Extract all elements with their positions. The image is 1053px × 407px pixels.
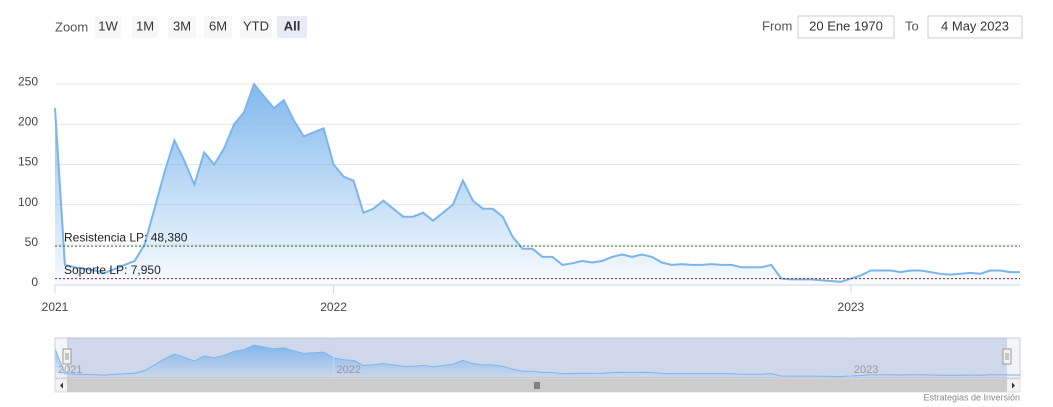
- zoom-button-label[interactable]: 1W: [98, 18, 118, 33]
- zoom-button-label[interactable]: All: [284, 18, 301, 33]
- zoom-button[interactable]: [204, 16, 232, 38]
- to-input[interactable]: [927, 15, 1023, 39]
- navigator-label: 2023: [854, 364, 878, 376]
- navigator-handle[interactable]: [62, 348, 72, 365]
- scroll-left-arrow[interactable]: [60, 382, 63, 389]
- zoom-button[interactable]: [95, 16, 121, 38]
- y-tick-label: 50: [25, 235, 39, 249]
- from-input[interactable]: [797, 15, 895, 39]
- x-tick-label: 2021: [42, 300, 69, 314]
- y-tick-label: 150: [18, 155, 38, 169]
- scroll-right-arrow[interactable]: [1012, 382, 1015, 389]
- area-fill: [55, 84, 1020, 285]
- y-tick-label: 250: [18, 74, 38, 88]
- navigator-label: 2022: [337, 364, 361, 376]
- area-fill: [55, 345, 1020, 377]
- zoom-button[interactable]: [132, 16, 158, 38]
- plot-line-label: Resistencia LP: 48,380: [64, 230, 188, 244]
- area-line: [54, 82, 1020, 283]
- to-label: To: [905, 18, 919, 33]
- y-tick-label: 200: [18, 114, 38, 128]
- zoom-label: Zoom: [55, 19, 88, 34]
- y-tick-label: 0: [31, 275, 38, 289]
- zoom-button[interactable]: [168, 16, 196, 38]
- navigator-label: 2021: [58, 364, 82, 376]
- y-tick-label: 100: [18, 195, 38, 209]
- navigator-handle-grip: [65, 353, 69, 360]
- navigator-handle-grip: [1005, 353, 1009, 360]
- zoom-button-label[interactable]: YTD: [243, 18, 269, 33]
- x-tick-label: 2022: [320, 300, 347, 314]
- from-value[interactable]: 20 Ene 1970: [809, 18, 883, 33]
- credits[interactable]: Estrategias de Inversión: [923, 392, 1020, 402]
- zoom-button[interactable]: [240, 16, 272, 38]
- x-tick-label: 2023: [838, 300, 865, 314]
- area-line: [54, 344, 1020, 378]
- zoom-button-label[interactable]: 1M: [136, 18, 154, 33]
- scrollbar-grip: [534, 382, 540, 389]
- navigator-handle[interactable]: [1002, 348, 1012, 365]
- zoom-button-label[interactable]: 6M: [209, 18, 227, 33]
- zoom-button-label[interactable]: 3M: [173, 18, 191, 33]
- zoom-button[interactable]: [277, 16, 307, 38]
- from-label: From: [762, 18, 792, 33]
- plot-line-label: Soporte LP: 7,950: [64, 263, 161, 277]
- to-value[interactable]: 4 May 2023: [941, 18, 1009, 33]
